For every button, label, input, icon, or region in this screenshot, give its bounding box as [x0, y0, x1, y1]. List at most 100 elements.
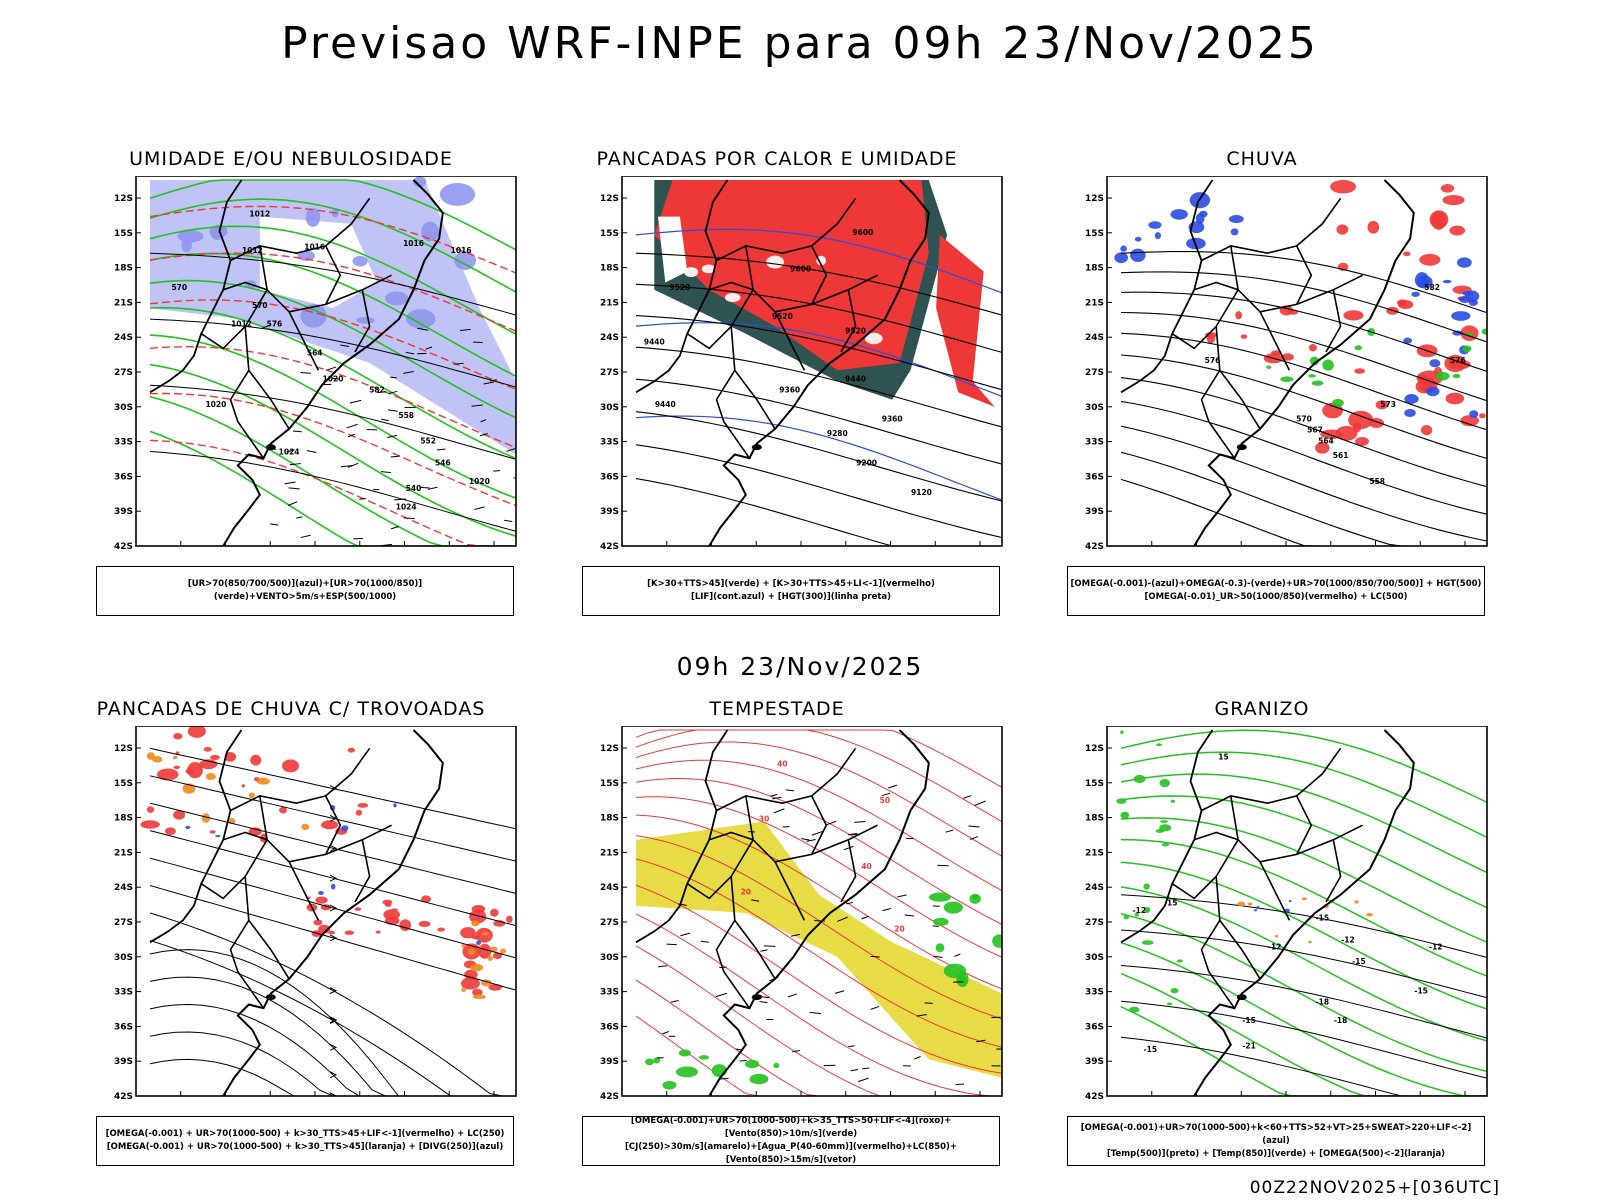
coastline-east — [222, 179, 444, 547]
country-border — [1193, 831, 1239, 841]
storm-red — [490, 908, 499, 917]
storm-orange — [461, 987, 466, 993]
wind-vector — [381, 418, 389, 422]
storm-red — [203, 746, 212, 752]
omega-red — [1335, 425, 1358, 441]
pressure-contour — [149, 318, 516, 388]
contour-label: 576 — [1205, 356, 1221, 365]
contour-label: 1012 — [231, 319, 252, 328]
hgt500-contour — [1120, 400, 1487, 515]
panel-tempestade: TEMPESTADE 40 50 30 40 20 20 12S 15S 18S 21S 24S 27… — [542, 698, 1012, 1198]
omega-blue — [1442, 279, 1452, 284]
panel-title: CHUVA — [1226, 148, 1298, 170]
hail-blue — [1256, 906, 1260, 909]
wind850-vector — [882, 908, 892, 912]
pressure-contour — [149, 252, 516, 316]
map-fields — [635, 729, 1002, 1096]
wind850-green — [992, 934, 1002, 948]
lat-tick-label: 27S — [600, 368, 619, 378]
contour-label: 15 — [1218, 752, 1228, 761]
humidity-blob — [439, 182, 476, 206]
lat-tick-label: 36S — [600, 1022, 619, 1032]
lat-tick-label: 39S — [1085, 1057, 1104, 1067]
contour-label: 9520 — [845, 327, 866, 336]
contour-label: 9200 — [856, 458, 877, 467]
omega-red — [1440, 184, 1455, 193]
country-border — [1215, 839, 1261, 980]
lat-tick-label: 15S — [600, 229, 619, 239]
lat-tick-label: 21S — [1085, 848, 1104, 858]
omega-red — [1442, 194, 1465, 206]
hgt300-contour — [635, 315, 1002, 391]
instability-red-ocean — [936, 234, 995, 407]
wind-vector — [380, 471, 392, 474]
wind-vector — [296, 516, 303, 519]
omega-red — [1419, 253, 1441, 266]
pressure-contour — [149, 451, 516, 532]
wind-vector — [417, 327, 429, 331]
storm-red — [464, 969, 478, 980]
country-border — [229, 369, 265, 459]
omega-red — [1308, 344, 1317, 352]
country-border — [1171, 875, 1217, 900]
omega-red — [1479, 413, 1486, 419]
humidity-blob — [300, 303, 327, 328]
country-border — [1193, 281, 1239, 291]
country-border — [730, 289, 776, 430]
lifted-index-contour — [635, 322, 1002, 397]
storm-orange — [248, 792, 255, 799]
green-contour — [149, 179, 516, 251]
country-border — [686, 325, 732, 350]
lat-tick-label: 39S — [600, 507, 619, 517]
omega-green — [1435, 371, 1450, 381]
precip-water-contour — [635, 979, 1002, 1096]
wind850-vector — [811, 830, 823, 836]
lat-tick-label: 36S — [1085, 1022, 1104, 1032]
humidity-blob — [385, 291, 409, 306]
storm-red — [173, 765, 181, 770]
storm-red — [315, 896, 328, 904]
streamline-arrow — [329, 1092, 338, 1096]
temp850-field — [1129, 1006, 1140, 1013]
wind-vector — [359, 498, 366, 500]
storm-orange — [471, 920, 480, 927]
wind-vector — [340, 344, 350, 348]
coastline-east — [222, 729, 444, 1097]
precip-water-contour — [635, 729, 1002, 823]
legend-line: [CJ(250)>30m/s](amarelo)+[Agua_P(40-60mm… — [624, 1142, 958, 1165]
clear-spot — [864, 332, 883, 345]
contour-label: 570 — [171, 283, 187, 292]
storm-red — [224, 752, 237, 762]
wind850-vector — [834, 990, 845, 994]
omega500-orange — [1366, 913, 1373, 917]
wind850-vector — [858, 1077, 869, 1083]
wind850-vector — [870, 1005, 880, 1010]
temp850-contour — [1120, 751, 1487, 838]
legend-line: [OMEGA(-0.001) + UR>70(1000-500) + k>30_… — [105, 1129, 505, 1139]
panel-title: TEMPESTADE — [709, 698, 845, 720]
storm-red — [383, 909, 400, 920]
wind850-vector — [771, 796, 782, 800]
map-geography — [1120, 179, 1415, 547]
lat-tick-label: 24S — [1085, 333, 1104, 343]
storm-red — [354, 907, 362, 911]
wind850-green — [675, 1066, 698, 1078]
omega-blue — [1457, 257, 1472, 268]
wind850-vector — [806, 838, 816, 842]
panel-chuva: CHUVA 582 576 576 573 570 567 564 561 558 12S 15S 1… — [1027, 148, 1497, 648]
legend-line: [OMEGA(-0.001)+UR>70(1000-500)+k>35_TTS>… — [630, 1116, 952, 1139]
temp850-field — [1120, 730, 1124, 734]
storm-red — [313, 919, 323, 926]
green-contour — [149, 198, 516, 293]
wind850-green — [698, 1055, 710, 1060]
wind-vector — [388, 409, 398, 412]
gap — [658, 216, 688, 283]
coastline-west — [149, 179, 243, 394]
omega-green — [1309, 356, 1320, 366]
map-frame — [135, 726, 517, 1097]
map-umidade: 1012 1012 1016 1016 1016 1012 1020 1020 1024 1020… — [114, 176, 517, 550]
panel-pancadas-calor: PANCADAS POR CALOR E UMIDADE 9600 9600 952… — [542, 148, 1012, 648]
temp850-contour — [1120, 861, 1487, 1010]
wind850-vector — [666, 943, 677, 946]
wind-vector — [349, 399, 362, 404]
